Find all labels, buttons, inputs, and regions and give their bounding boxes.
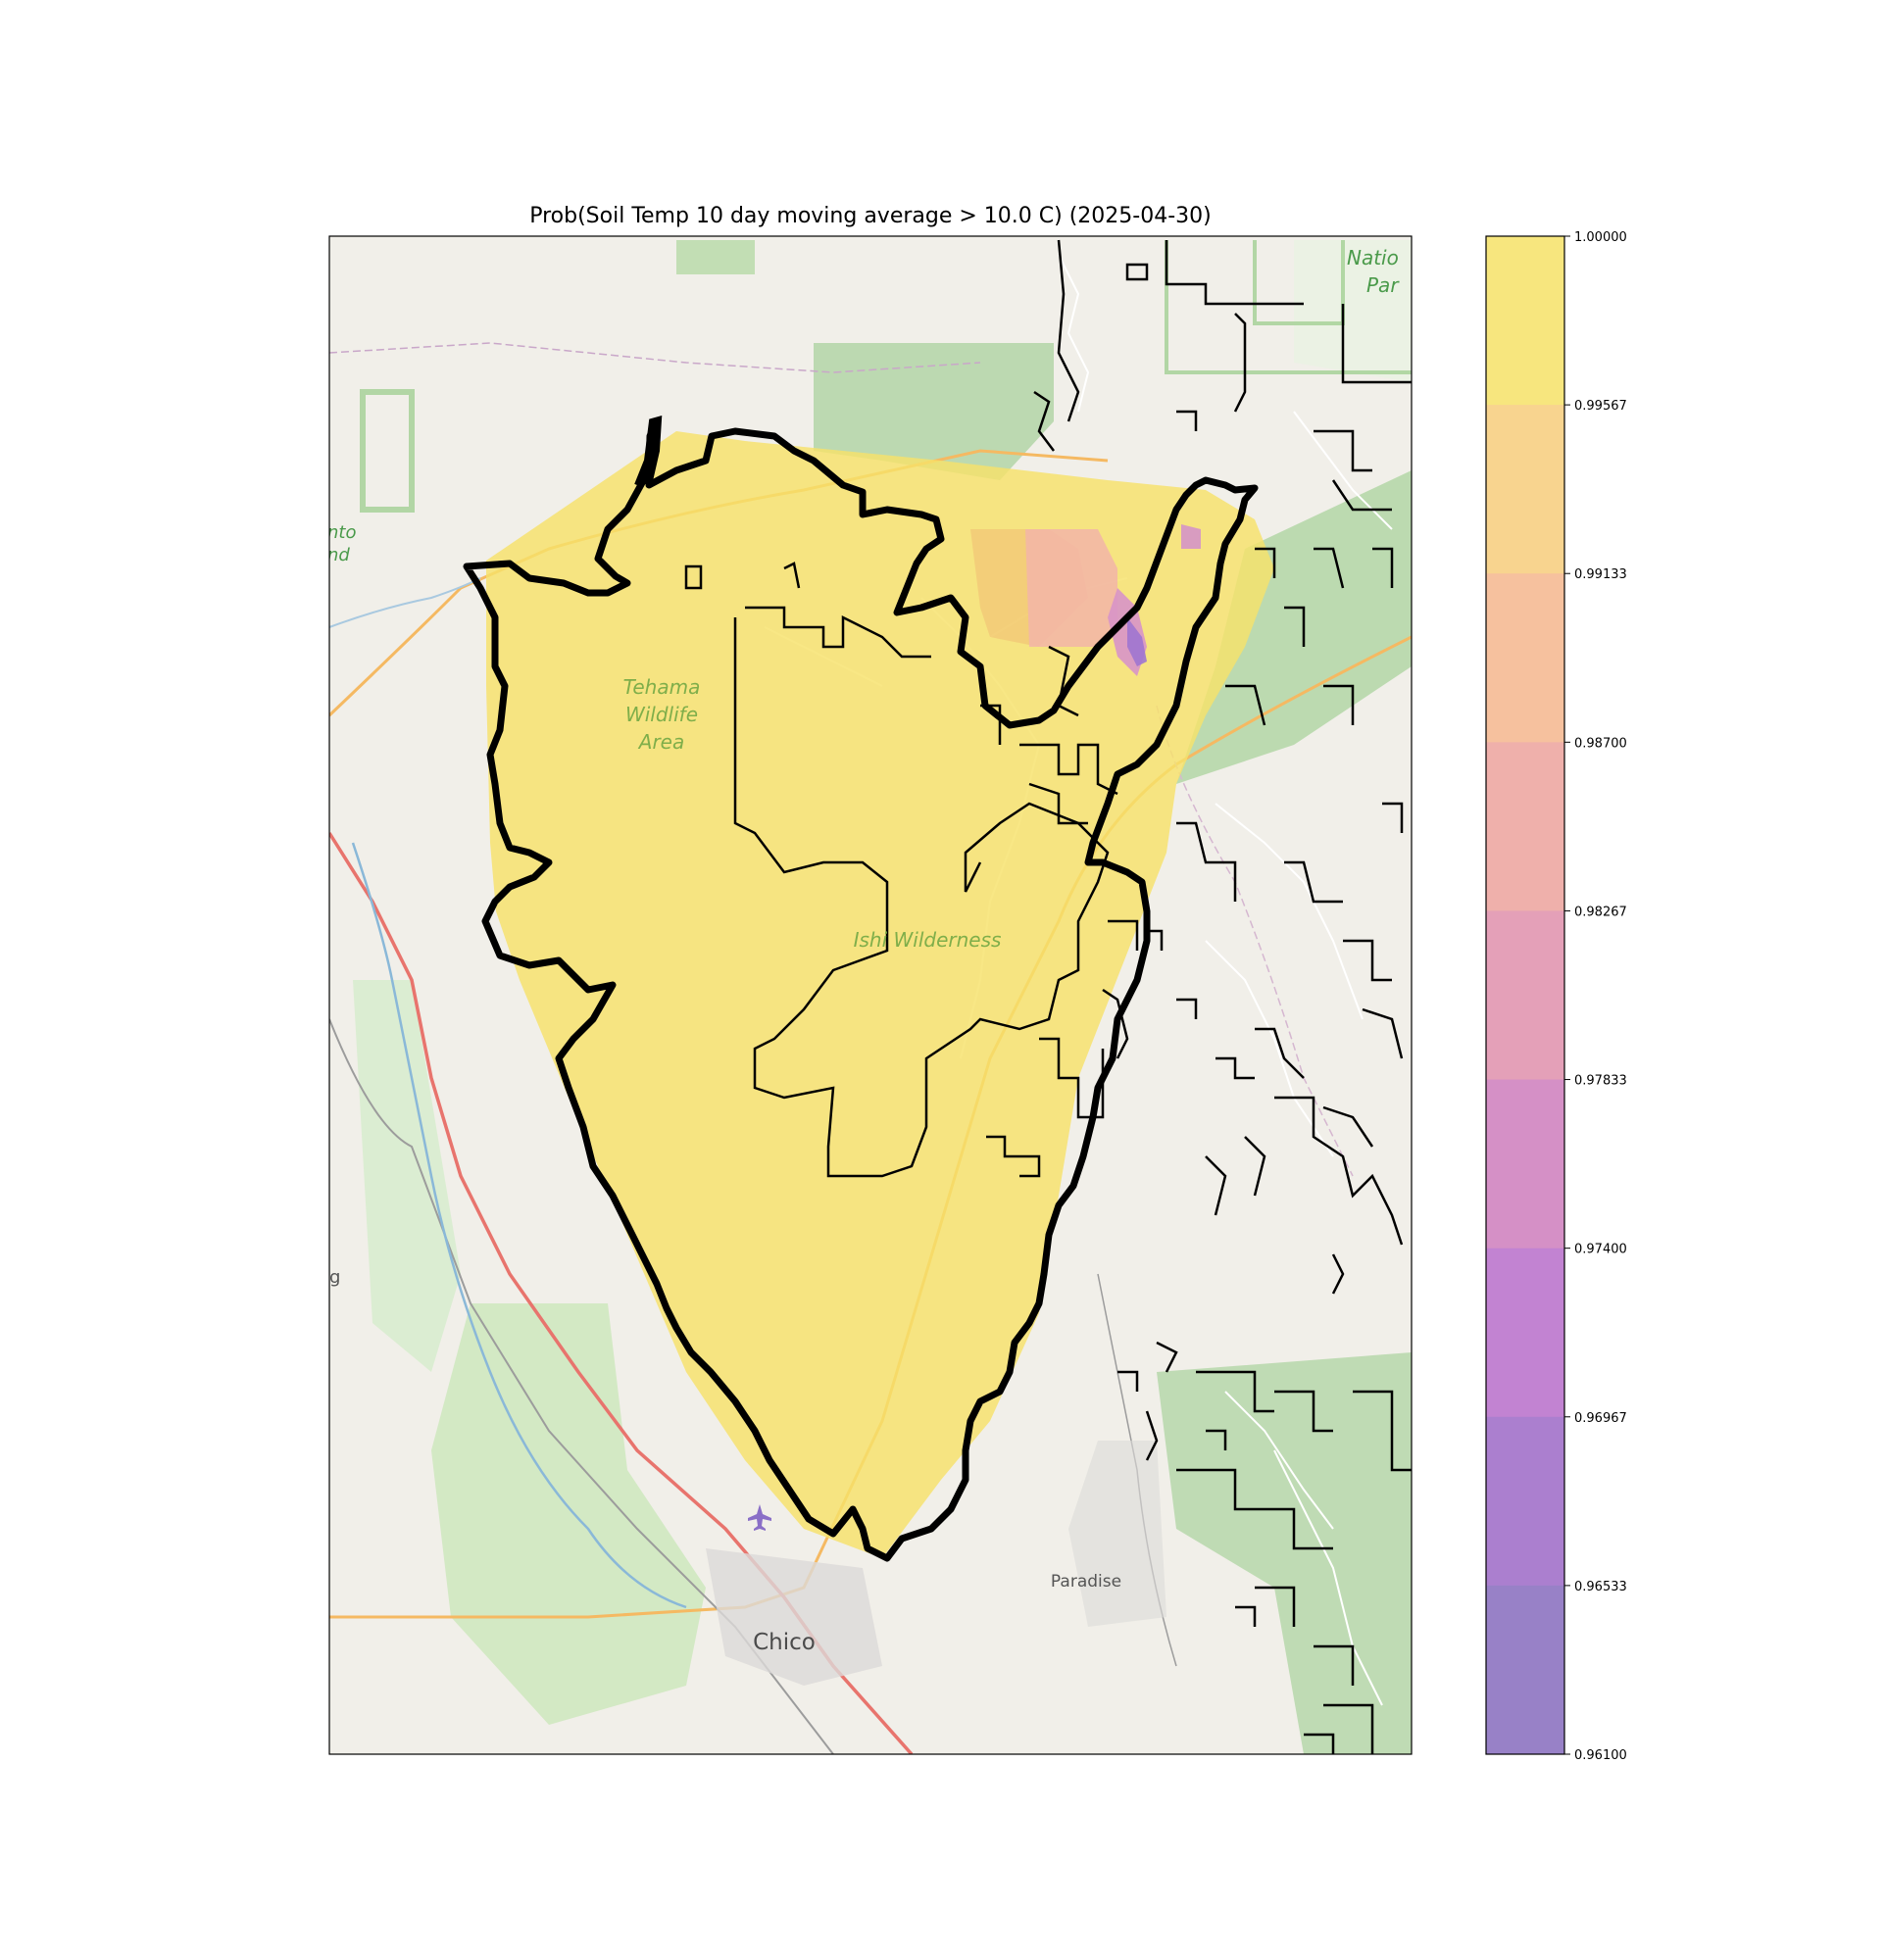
ishi-wilderness-label: Ishi Wilderness xyxy=(854,928,1002,952)
boundary-northern-spur xyxy=(634,415,663,487)
parcel-boundaries xyxy=(684,239,1412,1754)
colorbar-band xyxy=(1486,1248,1564,1418)
colorbar-band xyxy=(1486,910,1564,1081)
colorbar-frame xyxy=(1485,235,1565,1755)
colorbar-tick-label: 0.96100 xyxy=(1574,1748,1627,1763)
map-frame xyxy=(328,235,1413,1755)
colorbar: 1.00000 0.99567 0.99133 0.98700 0.98267 0.978… xyxy=(1485,230,1627,1763)
left-edge-label: g xyxy=(329,1267,340,1288)
colorbar-tick-label: 0.97833 xyxy=(1574,1074,1627,1089)
colorbar-band xyxy=(1486,1585,1564,1755)
chico-label: Chico xyxy=(753,1630,816,1655)
colorbar-tick-label: 0.97400 xyxy=(1574,1243,1627,1257)
colorbar-tick-label: 0.99567 xyxy=(1574,399,1627,414)
colorbar-tick-label: 1.00000 xyxy=(1574,230,1627,245)
basemap-towns xyxy=(706,1441,1166,1686)
colorbar-band xyxy=(1486,405,1564,574)
colorbar-tick-label: 0.99133 xyxy=(1574,567,1627,582)
tehama-label-line1: Tehama xyxy=(623,675,701,699)
refuge-label-line2: nd xyxy=(327,545,350,565)
colorbar-band xyxy=(1486,236,1564,406)
study-area-boundary xyxy=(463,417,1259,1562)
colorbar-band xyxy=(1486,573,1564,743)
colorbar-tick-label: 0.96967 xyxy=(1574,1411,1627,1426)
colorbar-tick-label: 0.98267 xyxy=(1574,905,1627,919)
tehama-label-line3: Area xyxy=(637,730,684,754)
colorbar-tick-label: 0.96533 xyxy=(1574,1580,1627,1594)
probability-contour xyxy=(486,431,1274,1558)
refuge-label-line1: nto xyxy=(327,522,356,543)
colorbar-band xyxy=(1486,742,1564,911)
paradise-label: Paradise xyxy=(1051,1572,1121,1592)
colorbar-band xyxy=(1486,1079,1564,1250)
colorbar-bands xyxy=(1486,236,1564,1755)
colorbar-tick-label: 0.98700 xyxy=(1574,736,1627,751)
colorbar-ticks: 1.00000 0.99567 0.99133 0.98700 0.98267 0.978… xyxy=(1564,230,1627,1763)
figure-title: Prob(Soil Temp 10 day moving average > 1… xyxy=(529,204,1212,228)
tehama-label-line2: Wildlife xyxy=(625,703,698,726)
national-park-label-line1: Natio xyxy=(1347,246,1399,270)
map-area[interactable]: Tehama Wildlife Area Ishi Wilderness Nat… xyxy=(327,236,1412,1754)
basemap-green-areas xyxy=(353,240,1412,1754)
airport-icon xyxy=(748,1504,771,1531)
colorbar-band xyxy=(1486,1416,1564,1587)
national-park-label-line2: Par xyxy=(1366,273,1400,297)
